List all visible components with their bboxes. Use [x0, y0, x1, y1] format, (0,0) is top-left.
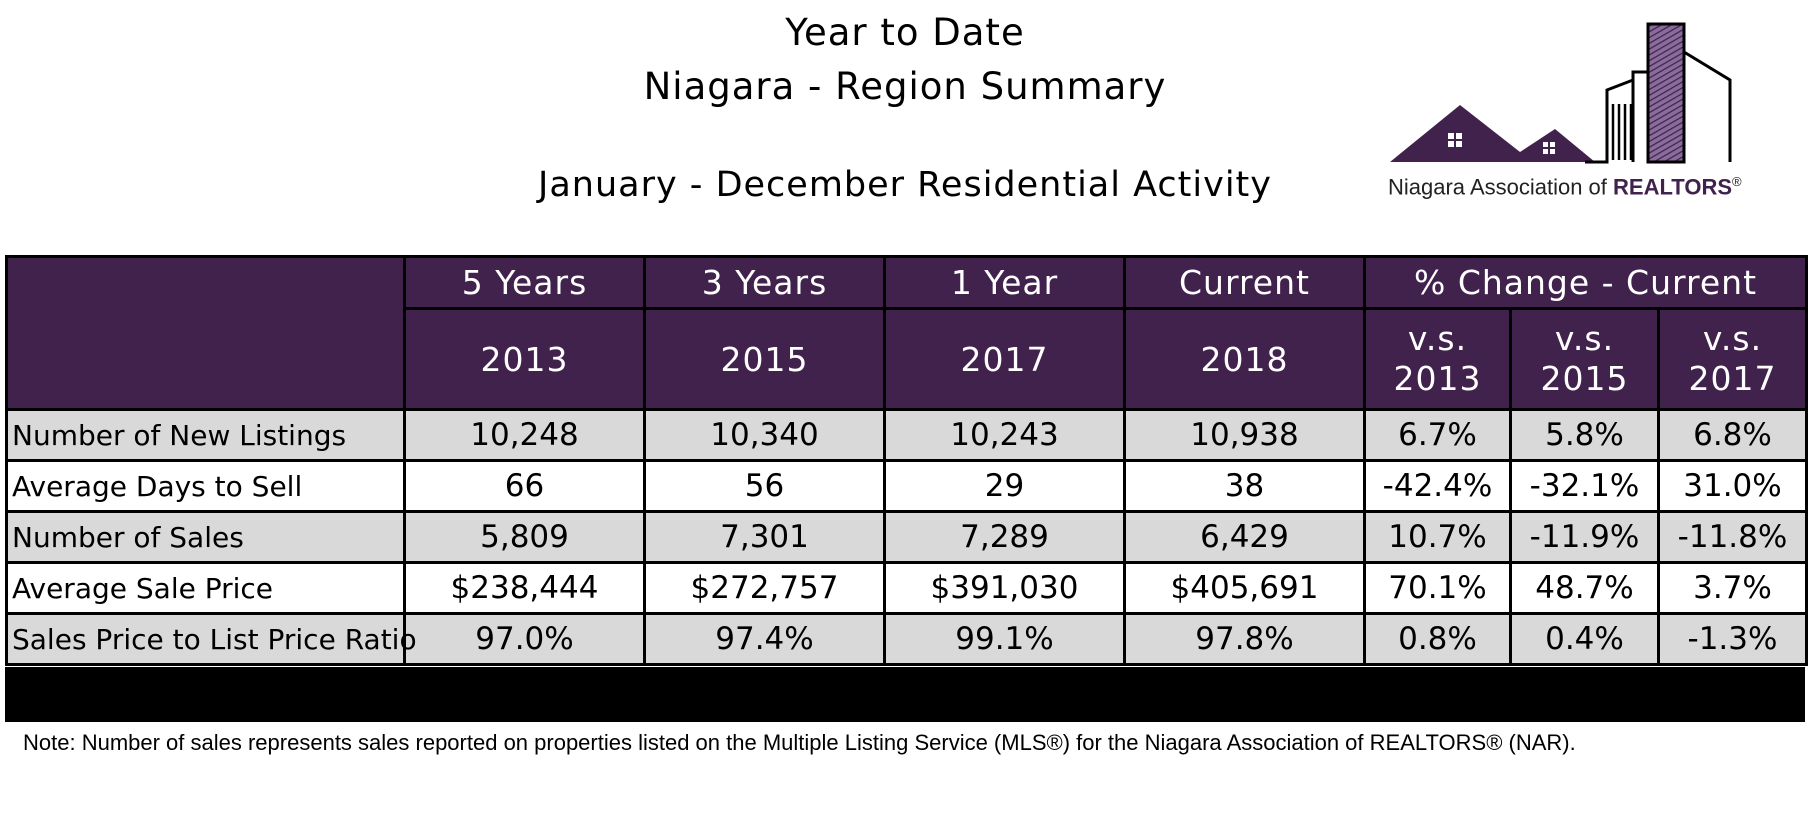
group-header: 3 Years — [643, 255, 886, 310]
report-title: Year to Date — [785, 11, 1025, 54]
year-header: 2015 — [643, 307, 886, 411]
table-cell: 0.8% — [1363, 612, 1512, 666]
table-row: Number of New Listings 10,248 10,340 10,243… — [5, 408, 1808, 462]
summary-table: 5 Years 3 Years 1 Year Current % Change … — [5, 255, 1808, 666]
table-cell: 7,289 — [883, 510, 1126, 564]
table-cell: -11.9% — [1509, 510, 1660, 564]
year-header: 2018 — [1123, 307, 1366, 411]
table-cell: 66 — [403, 459, 646, 513]
footnote: Note: Number of sales represents sales r… — [23, 730, 1576, 755]
pct-header: v.s. 2017 — [1657, 307, 1808, 411]
year-header: 2013 — [403, 307, 646, 411]
row-label: Number of Sales — [5, 510, 406, 564]
year-header-row: 2013 2015 2017 2018 v.s. 2013 v.s. 2015 v.… — [7, 307, 1808, 411]
group-header: % Change - Current — [1363, 255, 1808, 310]
table-cell: 10,248 — [403, 408, 646, 462]
corner-cell — [5, 255, 406, 411]
table-cell: -42.4% — [1363, 459, 1512, 513]
table-cell: 6.8% — [1657, 408, 1808, 462]
table-cell: 70.1% — [1363, 561, 1512, 615]
report-period: January - December Residential Activity — [538, 165, 1272, 205]
table-cell: $405,691 — [1123, 561, 1366, 615]
pct-header: v.s. 2013 — [1363, 307, 1512, 411]
table-cell: 31.0% — [1657, 459, 1808, 513]
row-label: Average Sale Price — [5, 561, 406, 615]
table-cell: 10.7% — [1363, 510, 1512, 564]
table-cell: -32.1% — [1509, 459, 1660, 513]
table-cell: 5.8% — [1509, 408, 1660, 462]
table-row: Average Sale Price $238,444 $272,757 $391,0… — [5, 561, 1808, 615]
table-row: Average Days to Sell 66 56 29 38 -42.4% -32.1%… — [5, 459, 1808, 513]
table-row: Sales Price to List Price Ratio 97.0% 97.4… — [5, 612, 1808, 666]
row-label: Number of New Listings — [5, 408, 406, 462]
table-cell: 6,429 — [1123, 510, 1366, 564]
table-cell: 97.0% — [403, 612, 646, 666]
table-cell: 56 — [643, 459, 886, 513]
footer-bar — [5, 667, 1805, 722]
table-cell: 3.7% — [1657, 561, 1808, 615]
logo-wordmark: Niagara Association of REALTORS® — [1388, 174, 1742, 200]
pct-header: v.s. 2015 — [1509, 307, 1660, 411]
table-cell: 97.8% — [1123, 612, 1366, 666]
table-cell: 0.4% — [1509, 612, 1660, 666]
table-cell: 29 — [883, 459, 1126, 513]
table-cell: 6.7% — [1363, 408, 1512, 462]
table-cell: 10,938 — [1123, 408, 1366, 462]
table-cell: 38 — [1123, 459, 1366, 513]
table-cell: 5,809 — [403, 510, 646, 564]
table-cell: 7,301 — [643, 510, 886, 564]
row-label: Sales Price to List Price Ratio — [5, 612, 417, 666]
table-cell: -11.8% — [1657, 510, 1808, 564]
year-header: 2017 — [883, 307, 1126, 411]
group-header: 1 Year — [883, 255, 1126, 310]
table-cell: 10,340 — [643, 408, 886, 462]
table-cell: $391,030 — [883, 561, 1126, 615]
table-cell: $238,444 — [403, 561, 646, 615]
report-subtitle: Niagara - Region Summary — [643, 65, 1167, 108]
table-cell: 10,243 — [883, 408, 1126, 462]
realtors-logo-icon — [1390, 22, 1732, 164]
table-row: Number of Sales 5,809 7,301 7,289 6,429 10.7%… — [5, 510, 1808, 564]
table-cell: $272,757 — [643, 561, 886, 615]
table-cell: 97.4% — [643, 612, 886, 666]
group-header-row: 5 Years 3 Years 1 Year Current % Change … — [5, 255, 1808, 411]
table-cell: -1.3% — [1657, 612, 1808, 666]
table-cell: 48.7% — [1509, 561, 1660, 615]
group-header: Current — [1123, 255, 1366, 310]
row-label: Average Days to Sell — [5, 459, 406, 513]
group-header: 5 Years — [403, 255, 646, 310]
table-cell: 99.1% — [883, 612, 1126, 666]
